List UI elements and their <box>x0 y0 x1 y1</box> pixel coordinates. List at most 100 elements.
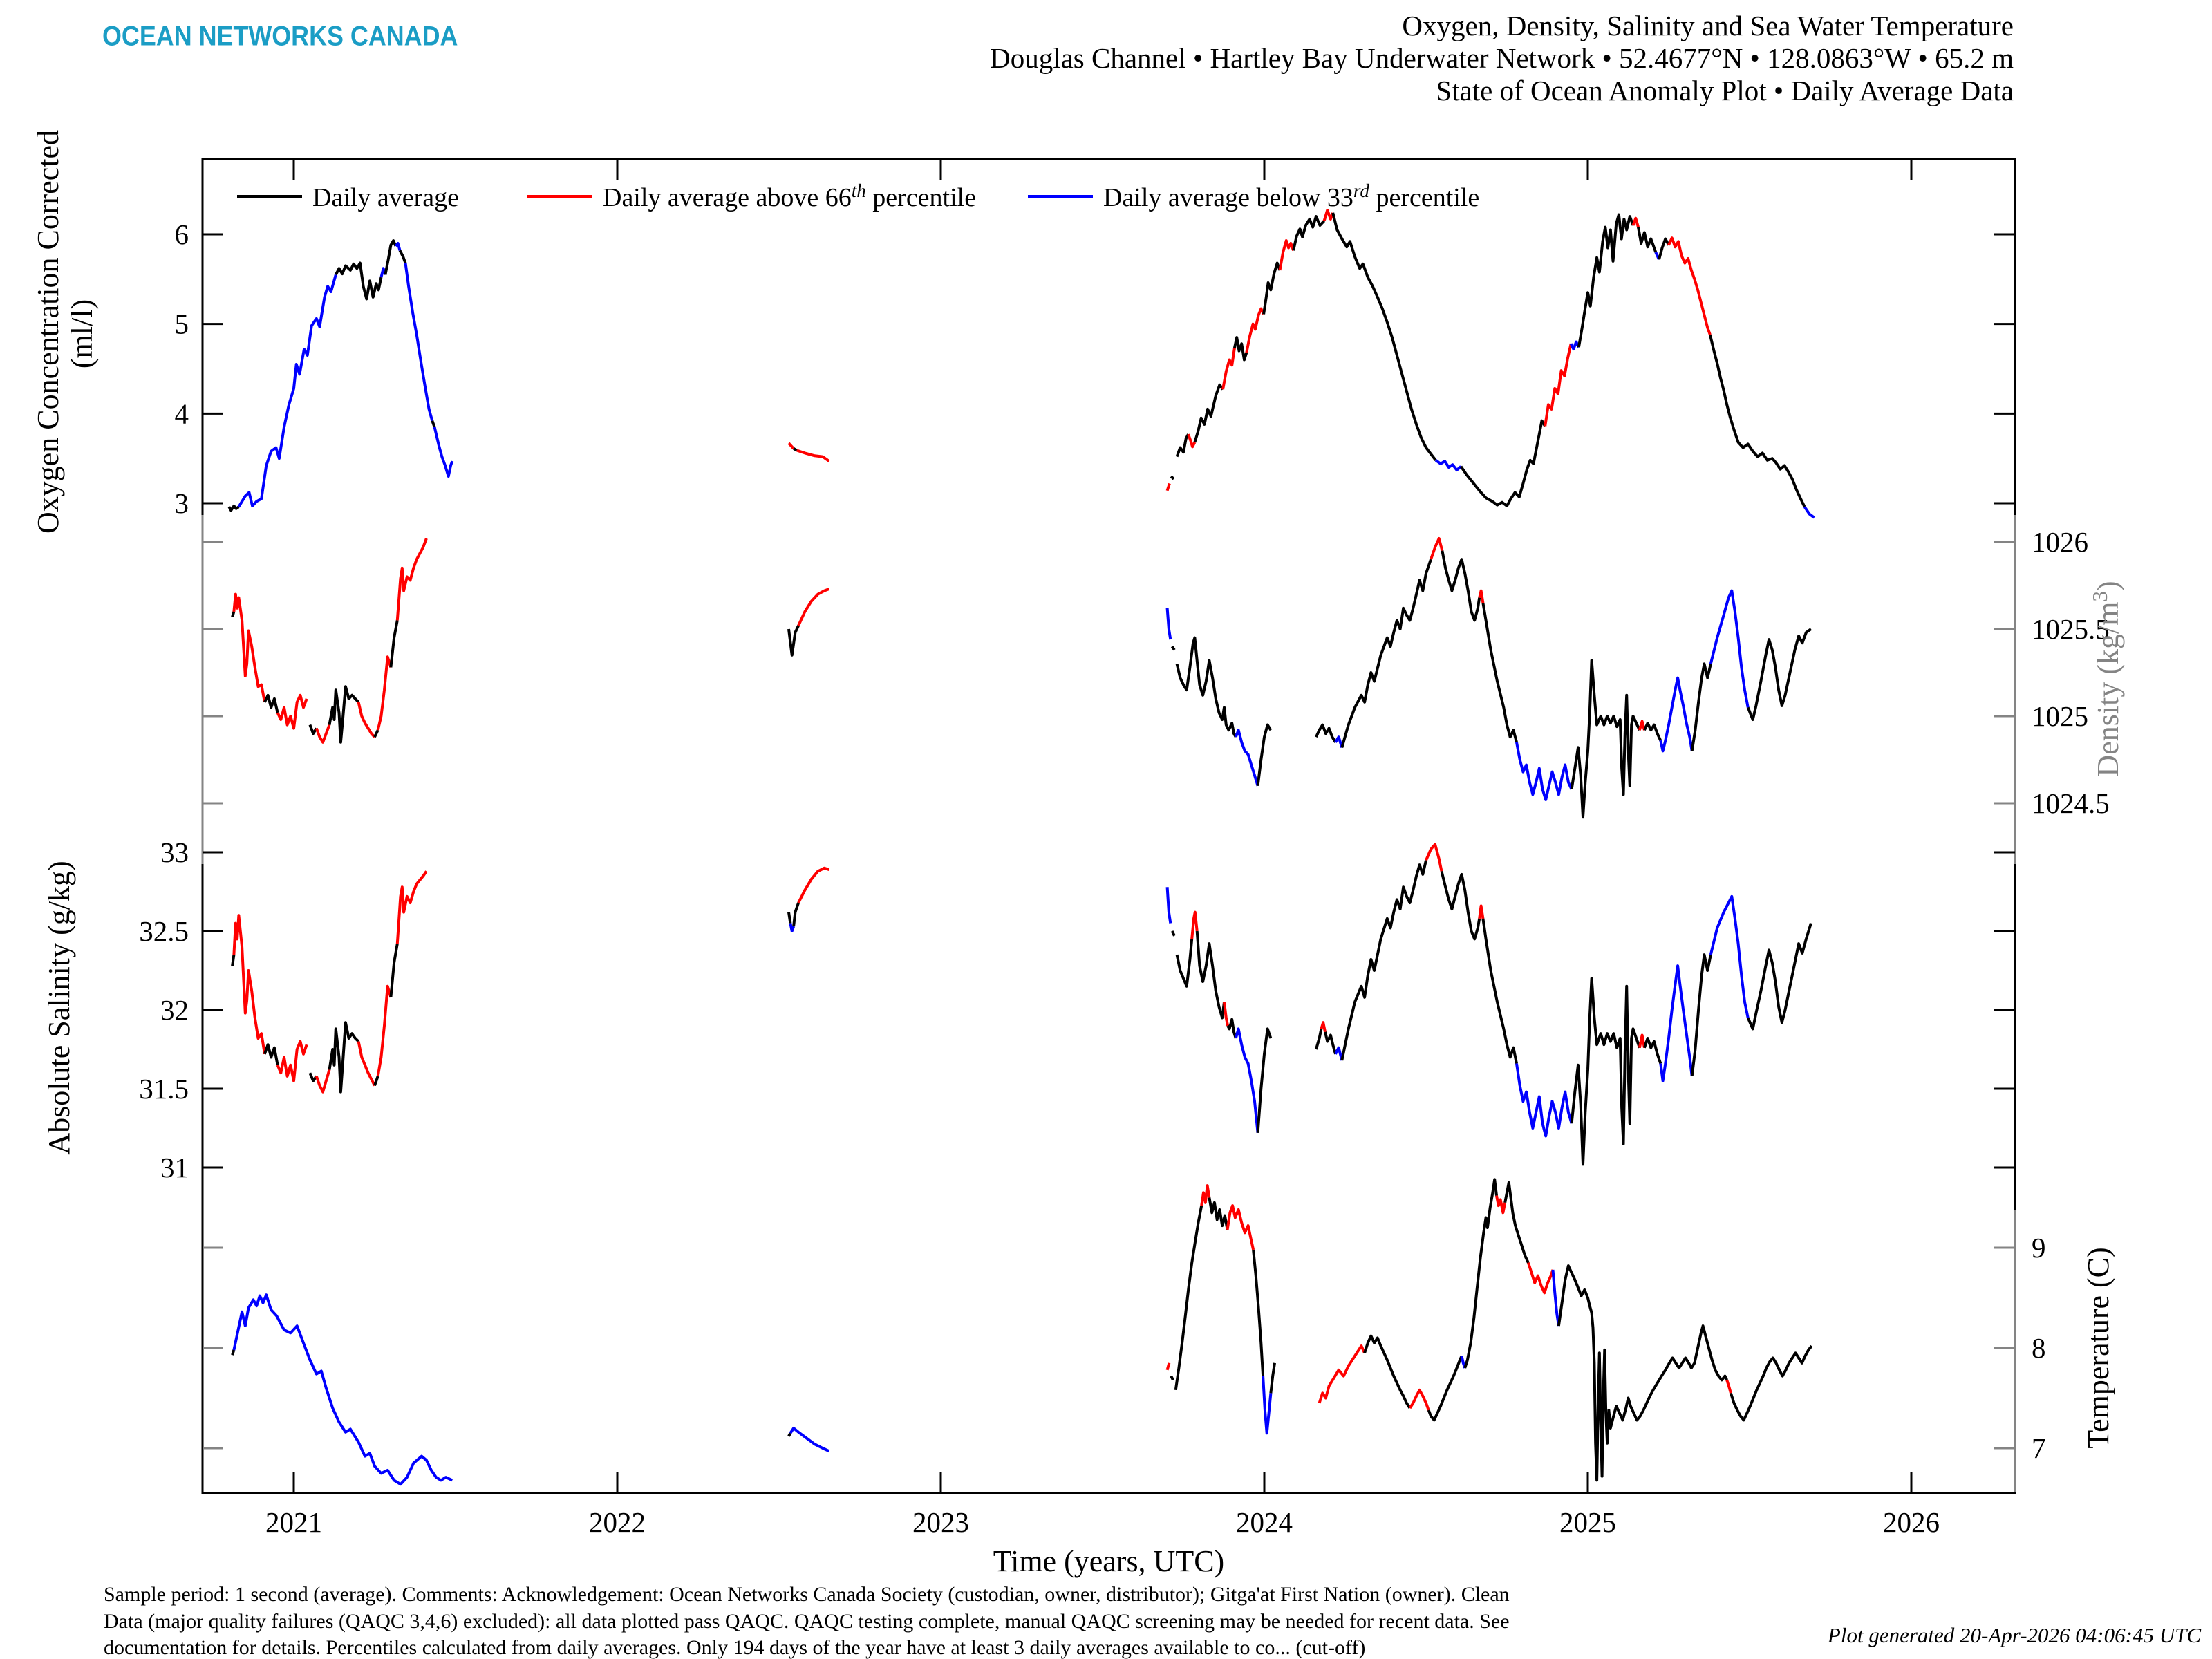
oxygen-tick-label: 5 <box>175 308 189 340</box>
density-series-segment-31 <box>1690 662 1712 751</box>
density-series-segment-27 <box>1570 659 1641 819</box>
title-line-1: Oxygen, Density, Salinity and Sea Water … <box>1402 10 2014 41</box>
density-series-segment-6 <box>328 685 360 744</box>
x-tick-label: 2023 <box>912 1506 969 1538</box>
salinity-tick-label: 31 <box>160 1152 189 1183</box>
density-series-segment-14 <box>1165 608 1172 640</box>
temperature-series-segment-4 <box>1165 1362 1171 1371</box>
plot-title: Oxygen, Density, Salinity and Sea Water … <box>990 10 2014 107</box>
oxygen-series-segment-11 <box>793 447 798 452</box>
legend-label-below-33rd: Daily average below 33rd percentile <box>1103 180 1479 212</box>
temperature-series-segment-16 <box>1427 1355 1463 1422</box>
oxygen-series-segment-21 <box>1262 261 1282 315</box>
oxygen-series-segment-34 <box>1658 237 1670 260</box>
density-series-segment-1 <box>232 592 266 703</box>
salinity-series-segment-17 <box>1170 930 1176 937</box>
onc-logo: OCEAN NETWORKS CANADA <box>102 21 458 52</box>
salinity-series-segment-40 <box>1709 894 1750 1018</box>
ticks-layer <box>203 159 2015 1493</box>
temperature-tick-label: 7 <box>2032 1432 2046 1464</box>
density-series-segment-17 <box>1234 729 1259 787</box>
temperature-series-segment-11 <box>1262 1376 1273 1435</box>
temperature-series-segment-13 <box>1318 1344 1366 1404</box>
x-tick-label: 2021 <box>265 1506 322 1538</box>
oxygen-series-segment-32 <box>1637 227 1658 253</box>
density-series-segment-29 <box>1643 722 1662 742</box>
salinity-series-segment-23 <box>1234 1027 1259 1134</box>
salinity-series-segment-13 <box>789 923 795 932</box>
footer-line-1: Sample period: 1 second (average). Comme… <box>104 1583 1510 1606</box>
density-axis-title: Density (kg/m3) <box>2088 581 2125 776</box>
temperature-series-segment-21 <box>1526 1262 1555 1295</box>
oxygen-series-segment-19 <box>1232 336 1248 362</box>
legend: Daily average Daily average above 66th p… <box>237 180 1479 212</box>
oxygen-axis-unit: (ml/l) <box>65 299 99 368</box>
oxygen-series-segment-23 <box>1292 215 1326 251</box>
oxygen-tick-label: 3 <box>175 487 189 519</box>
density-series-segment-0 <box>231 611 236 617</box>
oxygen-series-segment-25 <box>1331 212 1437 462</box>
salinity-series-segment-21 <box>1223 1002 1230 1027</box>
density-series-segment-33 <box>1746 628 1812 721</box>
plot-frame <box>201 158 2016 1494</box>
legend-label-above-66th: Daily average above 66th percentile <box>603 180 976 212</box>
plot-generated-timestamp: Plot generated 20-Apr-2026 04:06:45 UTC <box>1827 1623 2201 1647</box>
temperature-series-segment-10 <box>1252 1249 1265 1376</box>
salinity-series-segment-24 <box>1256 1027 1273 1133</box>
oxygen-series-segment-17 <box>1193 383 1224 443</box>
oxygen-tick-label: 4 <box>175 397 189 429</box>
salinity-series-segment-16 <box>1165 887 1172 924</box>
oxygen-series-segment-24 <box>1322 209 1335 222</box>
temperature-series-segment-2 <box>787 1432 792 1437</box>
temperature-series-segment-18 <box>1463 1178 1498 1369</box>
temperature-axis-title: Temperature (C) <box>2081 1247 2115 1448</box>
density-series-segment-16 <box>1175 636 1237 738</box>
oxygen-series-segment-28 <box>1544 343 1573 427</box>
density-series-segment-24 <box>1478 589 1485 603</box>
oxygen-series-segment-1 <box>237 274 337 508</box>
salinity-series-segment-26 <box>1320 1021 1327 1033</box>
x-tick-label: 2022 <box>589 1506 646 1538</box>
temperature-series-segment-0 <box>231 1349 236 1356</box>
salinity-series-segment-34 <box>1515 1063 1573 1138</box>
density-series-segment-18 <box>1256 723 1273 787</box>
temperature-series-segment-20 <box>1503 1181 1530 1264</box>
temperature-series-segment-23 <box>1557 1264 1729 1482</box>
salinity-series-segment-28 <box>1334 1046 1344 1061</box>
salinity-series-segment-37 <box>1643 1037 1662 1065</box>
density-series-segment-19 <box>1315 723 1337 743</box>
temperature-series-segment-5 <box>1170 1375 1174 1381</box>
oxygen-tick-label: 6 <box>175 218 189 250</box>
salinity-series-segment-14 <box>792 902 800 927</box>
temperature-series-segment-22 <box>1551 1269 1560 1327</box>
salinity-series-segment-3 <box>276 1040 308 1082</box>
salinity-tick-label: 32 <box>160 994 189 1026</box>
salinity-series-segment-0 <box>231 954 236 966</box>
salinity-series-segment-1 <box>232 914 266 1055</box>
salinity-series-segment-7 <box>357 1041 376 1087</box>
temperature-series-segment-19 <box>1495 1195 1507 1215</box>
legend-label-daily-average: Daily average <box>312 183 459 212</box>
salinity-series-segment-30 <box>1425 843 1443 872</box>
oxygen-series-segment-7 <box>404 263 434 422</box>
density-series-segment-32 <box>1709 589 1750 708</box>
salinity-series-segment-18 <box>1175 939 1194 988</box>
oxygen-series-segment-2 <box>335 261 383 301</box>
oxygen-series-segment-37 <box>1803 506 1815 519</box>
oxygen-series-segment-36 <box>1708 334 1806 508</box>
title-line-2: Douglas Channel • Hartley Bay Underwater… <box>990 42 2014 74</box>
density-series-segment-13 <box>797 588 830 626</box>
density-series-segment-26 <box>1515 742 1573 801</box>
oxygen-series-segment-30 <box>1577 213 1635 348</box>
oxygen-series-segment-31 <box>1631 216 1640 228</box>
salinity-series-segment-27 <box>1324 1031 1337 1055</box>
temperature-series-segment-25 <box>1729 1344 1813 1422</box>
density-series-segment-4 <box>308 724 318 735</box>
oxygen-series-segment-29 <box>1569 340 1580 350</box>
salinity-series-segment-36 <box>1638 1033 1646 1049</box>
temperature-series-segment-1 <box>232 1293 453 1486</box>
salinity-series-segment-11 <box>395 870 428 944</box>
salinity-series-segment-25 <box>1314 1028 1323 1050</box>
title-line-3: State of Ocean Anomaly Plot • Daily Aver… <box>1436 75 2014 106</box>
